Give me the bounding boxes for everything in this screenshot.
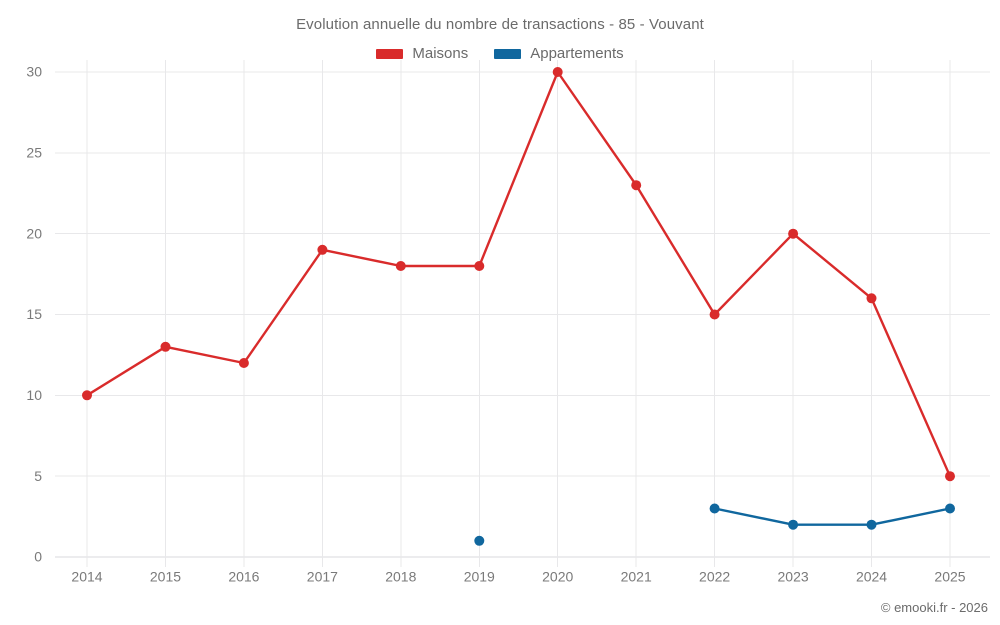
legend-label-appartements: Appartements — [530, 45, 624, 62]
data-point[interactable] — [82, 390, 92, 401]
data-point[interactable] — [474, 535, 485, 546]
data-point[interactable] — [866, 293, 877, 304]
x-tick-label: 2019 — [464, 568, 495, 584]
y-tick-label: 10 — [26, 387, 42, 403]
chart-legend: Maisons Appartements — [0, 45, 1000, 62]
series-line — [713, 507, 952, 526]
series-appartements — [474, 503, 955, 546]
y-tick-label: 0 — [34, 549, 42, 565]
data-point[interactable] — [709, 503, 720, 514]
grid-layer — [55, 60, 990, 567]
x-tick-label: 2018 — [385, 568, 416, 584]
chart-title: Evolution annuelle du nombre de transact… — [296, 16, 704, 33]
data-point[interactable] — [788, 228, 799, 239]
y-tick-label: 5 — [34, 468, 42, 484]
legend-label-maisons: Maisons — [412, 45, 469, 62]
x-tick-label: 2014 — [71, 568, 102, 584]
legend-swatch-appartements — [494, 48, 522, 59]
x-tick-label: 2022 — [699, 568, 730, 584]
y-tick-label: 30 — [26, 64, 42, 80]
x-axis-tick-labels: 2014 2015 2016 2017 2018 2019 2020 2021 2022 2023… — [71, 568, 965, 584]
y-tick-label: 25 — [26, 145, 42, 161]
x-tick-label: 2015 — [150, 568, 181, 584]
series-maisons — [82, 67, 955, 482]
data-point[interactable] — [709, 309, 720, 320]
y-tick-label: 15 — [26, 306, 42, 322]
data-point[interactable] — [866, 519, 877, 530]
legend-item-appartements[interactable]: Appartements — [494, 45, 624, 62]
chart-credit: © emooki.fr - 2026 — [880, 600, 988, 615]
data-point[interactable] — [788, 519, 799, 530]
series-line — [85, 70, 952, 478]
legend-swatch-maisons — [376, 48, 404, 59]
data-point[interactable] — [395, 261, 406, 271]
legend-item-maisons[interactable]: Maisons — [376, 45, 468, 62]
x-tick-label: 2024 — [856, 568, 887, 584]
series-layer — [82, 67, 955, 546]
data-point[interactable] — [945, 471, 955, 482]
data-point[interactable] — [631, 180, 642, 191]
data-point[interactable] — [317, 244, 328, 255]
y-tick-label: 20 — [26, 225, 42, 241]
x-tick-label: 2016 — [228, 568, 259, 584]
x-tick-label: 2020 — [542, 568, 573, 584]
x-tick-label: 2023 — [778, 568, 809, 584]
x-tick-label: 2025 — [934, 568, 965, 584]
data-point[interactable] — [160, 341, 171, 352]
y-axis-tick-labels: 0 5 10 15 20 25 30 — [26, 64, 42, 565]
data-point[interactable] — [238, 358, 249, 368]
data-point[interactable] — [474, 261, 485, 271]
x-tick-label: 2021 — [621, 568, 652, 584]
data-point[interactable] — [552, 67, 563, 77]
x-tick-label: 2017 — [307, 568, 338, 584]
data-point[interactable] — [945, 503, 955, 514]
